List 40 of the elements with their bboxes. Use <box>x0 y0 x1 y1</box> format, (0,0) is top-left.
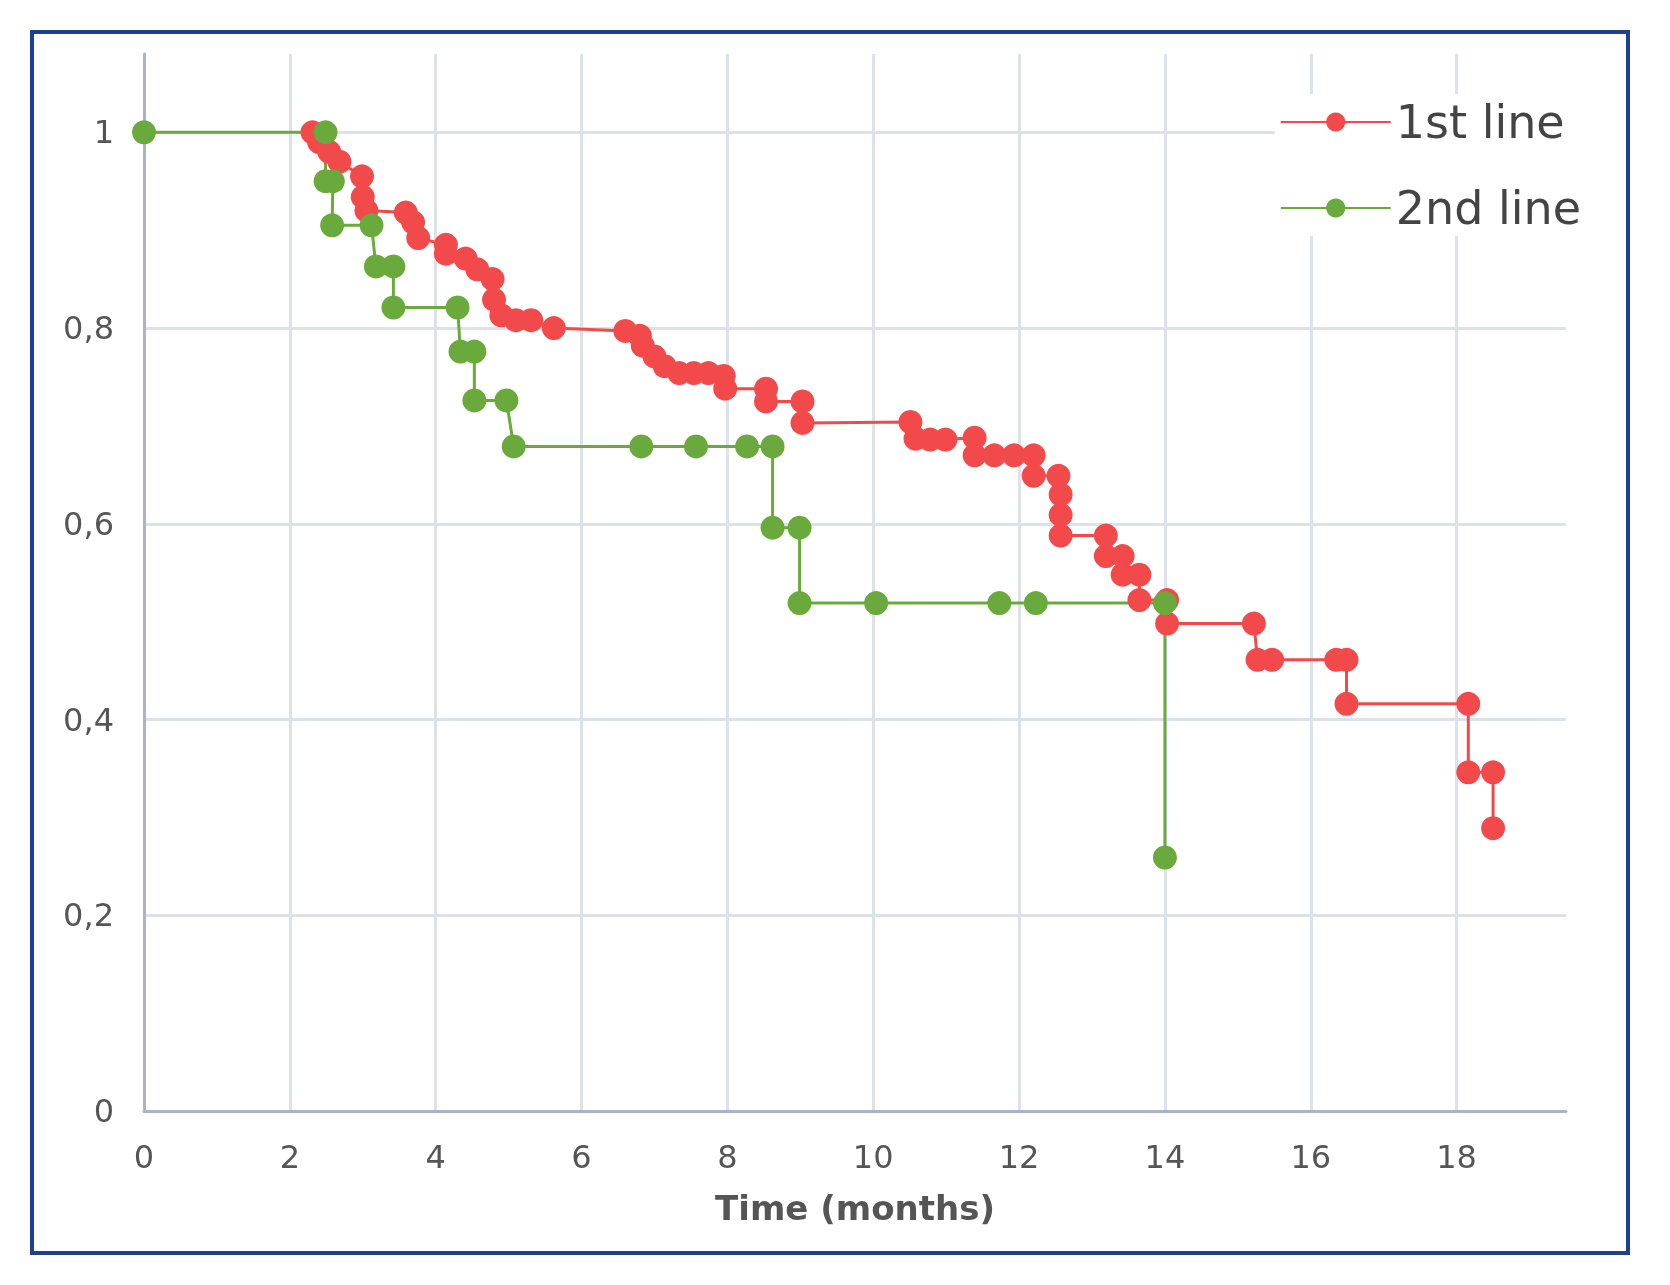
x-tick-label: 16 <box>1290 1138 1332 1176</box>
point <box>629 434 654 459</box>
y-tick-label: 0,8 <box>63 309 114 348</box>
y-tick-label: 0,6 <box>63 504 114 543</box>
point <box>787 591 812 616</box>
point <box>381 295 406 320</box>
x-tick-label: 4 <box>425 1138 446 1176</box>
y-tick-label: 1 <box>93 113 114 152</box>
point <box>1023 591 1048 616</box>
point <box>684 434 709 459</box>
x-tick-label: 6 <box>571 1138 592 1176</box>
y-tick-label: 0 <box>93 1092 114 1130</box>
point <box>313 120 338 145</box>
point <box>864 591 889 616</box>
point <box>320 213 345 238</box>
x-tick-label: 8 <box>717 1138 738 1176</box>
x-tick-label: 12 <box>998 1138 1040 1176</box>
point <box>760 434 785 459</box>
point <box>787 515 812 540</box>
x-tick-label: 10 <box>852 1138 894 1176</box>
point <box>987 591 1012 616</box>
x-axis-title: Time (months) <box>715 1188 995 1228</box>
x-tick-label: 18 <box>1436 1138 1477 1176</box>
point <box>462 388 487 413</box>
point <box>735 434 760 459</box>
point <box>1152 845 1177 870</box>
point <box>501 434 526 459</box>
x-tick-label: 2 <box>279 1138 301 1176</box>
y-tick-label: 0,4 <box>63 700 114 739</box>
x-tick-label: 14 <box>1144 1138 1186 1176</box>
point <box>494 388 519 413</box>
point <box>359 213 384 238</box>
point <box>381 254 406 279</box>
point <box>132 120 156 145</box>
x-tick-label: 0 <box>133 1138 155 1176</box>
legend-label: 2nd line <box>1395 181 1582 235</box>
point <box>760 515 785 540</box>
legend-label: 1st line <box>1395 95 1565 149</box>
point <box>445 295 470 320</box>
y-tick-label: 0,2 <box>63 896 114 935</box>
